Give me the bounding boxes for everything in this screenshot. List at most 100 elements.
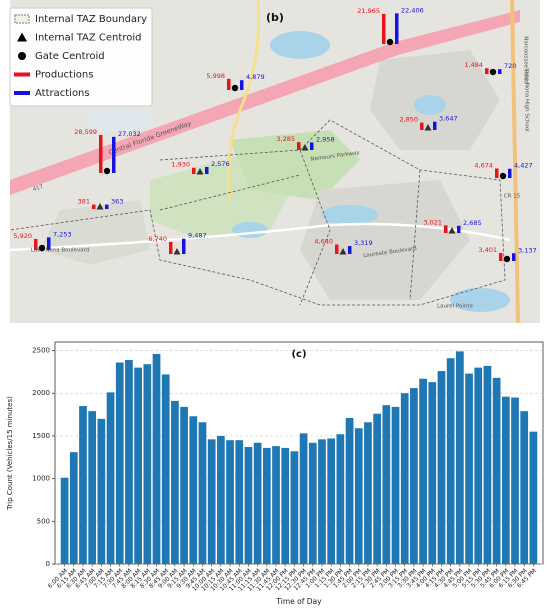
value-label: 4,427 (514, 162, 533, 170)
x-axis-label: Time of Day (275, 597, 322, 606)
lake (414, 95, 446, 115)
zone-bar (92, 204, 96, 209)
bar (226, 440, 234, 564)
lake (450, 288, 510, 312)
bar (134, 367, 142, 564)
zone-bar (495, 168, 499, 178)
bar (511, 397, 519, 564)
bar (465, 373, 473, 564)
internal-centroid (339, 248, 347, 255)
gate-centroid (231, 84, 239, 92)
bar (198, 422, 207, 564)
zone-bar (182, 238, 186, 254)
value-label: 9,487 (188, 232, 207, 240)
bar (474, 367, 483, 564)
value-label: 2,576 (211, 160, 230, 168)
bar (501, 396, 510, 564)
value-label: 3,319 (354, 239, 373, 247)
zone-bar (99, 135, 103, 173)
zone-bar (457, 225, 461, 233)
legend-label: Attractions (35, 88, 90, 99)
value-label: 3,647 (439, 115, 458, 123)
bar (106, 392, 115, 564)
bar (483, 365, 492, 564)
bar (529, 431, 538, 564)
gate-centroid (503, 255, 511, 263)
zone-bar (205, 166, 209, 174)
zone-bar (335, 244, 339, 254)
bar (207, 439, 216, 564)
bar (520, 411, 529, 564)
taz-boundary (9, 119, 506, 306)
bar (171, 400, 179, 564)
gate-centroid (38, 244, 46, 252)
bar (281, 447, 290, 564)
internal-centroid (448, 227, 456, 234)
map-label: Lake Nona Boulevard (31, 248, 89, 254)
bar (391, 406, 400, 564)
zone-bar (34, 238, 38, 250)
internal-centroid (173, 248, 181, 255)
lake (322, 205, 378, 225)
internal-centroid (196, 168, 204, 175)
legend-label: Productions (35, 70, 93, 81)
value-label: 2,958 (316, 135, 335, 143)
map-label: CR 15 (504, 194, 521, 200)
internal-centroid (301, 144, 309, 151)
value-label: 5,920 (13, 232, 32, 240)
lake (270, 31, 330, 59)
gate-centroid (499, 172, 507, 180)
value-label: 1,930 (171, 161, 190, 169)
gate-centroid (386, 38, 394, 46)
bar (79, 406, 87, 564)
value-label: 2,685 (463, 219, 482, 227)
zone-bar (240, 80, 244, 90)
y-tick-label: 1500 (32, 432, 50, 440)
y-tick-label: 0 (46, 560, 50, 568)
bar (189, 416, 198, 564)
bar (318, 439, 326, 564)
zone-bar (508, 168, 512, 178)
map-label: 417 (32, 184, 44, 193)
bar (373, 413, 381, 564)
field (40, 200, 150, 265)
bar (272, 446, 280, 564)
road (227, 0, 261, 201)
value-label: 2,850 (399, 116, 418, 124)
legend-box (9, 7, 153, 107)
value-label: 5,998 (206, 72, 225, 80)
zone-bar (382, 13, 386, 45)
zone-bar (348, 246, 352, 254)
value-label: 3,137 (518, 246, 537, 254)
bar (235, 440, 244, 564)
bar (419, 378, 427, 564)
value-label: 720 (504, 62, 516, 70)
bar (299, 433, 308, 564)
bar (492, 377, 501, 564)
value-label: 4,674 (474, 161, 493, 169)
bar (97, 418, 106, 564)
zone-bar (499, 252, 503, 261)
bar (382, 405, 391, 564)
legend-swatch (18, 52, 26, 60)
map-label: Laurel Pointe (437, 304, 473, 310)
bar (354, 428, 363, 564)
bar (60, 477, 69, 564)
bar (345, 417, 354, 564)
y-tick-label: 500 (37, 517, 50, 525)
bar (364, 422, 372, 564)
bar (69, 452, 78, 564)
value-label: 6,740 (148, 235, 167, 243)
value-label: 363 (111, 198, 123, 206)
map-background (9, 0, 540, 324)
taz-boundary (159, 149, 421, 306)
value-label: 21,965 (357, 7, 380, 15)
zone-bar (420, 122, 424, 130)
bar (143, 364, 152, 564)
bar (327, 438, 336, 564)
y-tick-label: 2500 (32, 347, 50, 355)
value-label: 4,640 (314, 237, 333, 245)
zone-bar (512, 253, 516, 261)
bar (308, 442, 317, 564)
